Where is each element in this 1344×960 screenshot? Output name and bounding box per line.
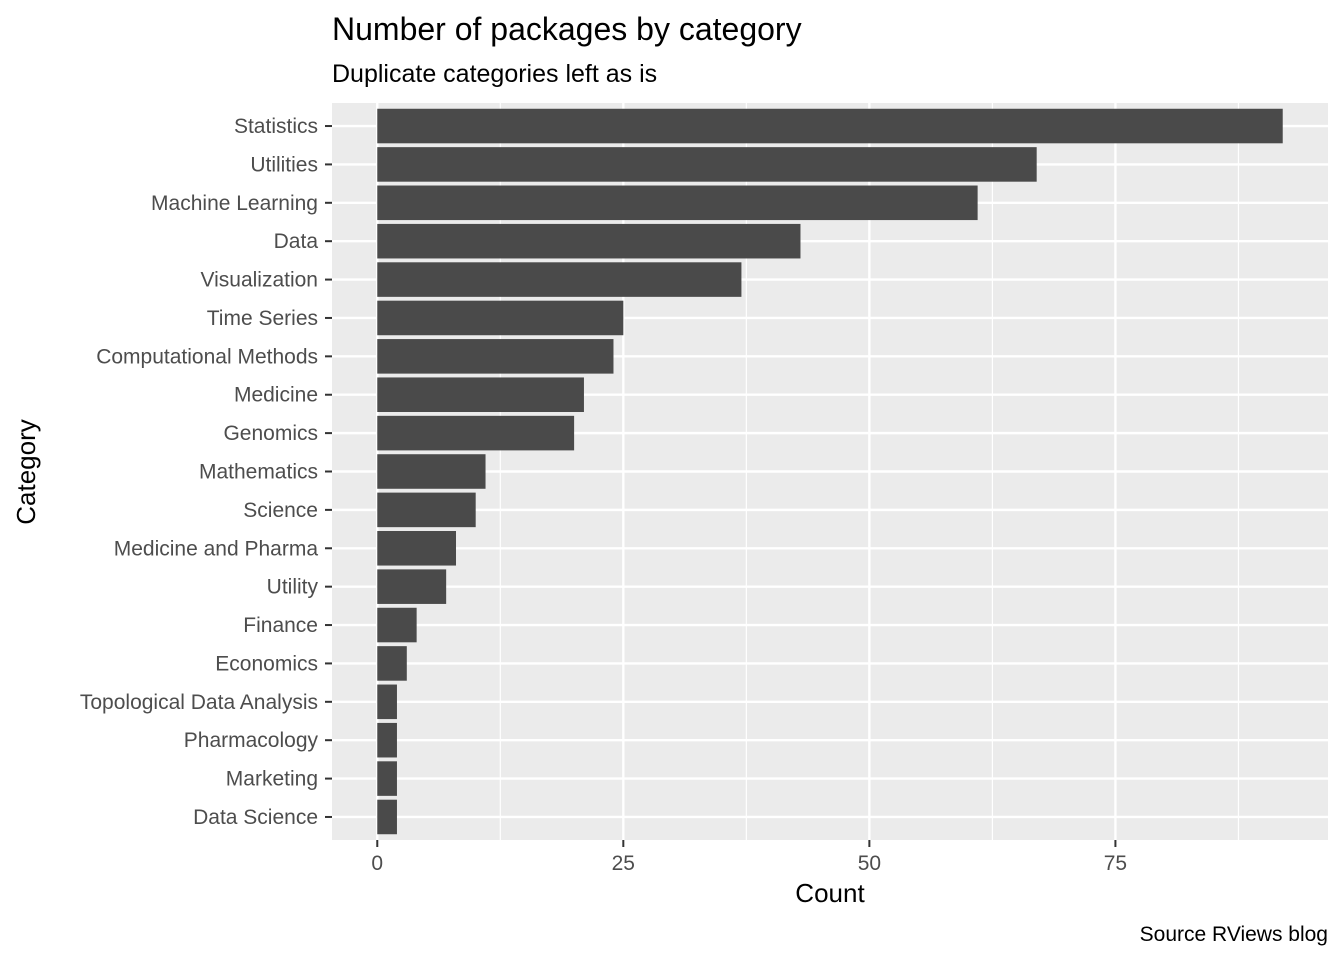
bar xyxy=(377,339,614,374)
y-tick-label: Medicine xyxy=(234,384,318,407)
chart-caption: Source RViews blog xyxy=(1140,923,1328,946)
y-tick-label: Genomics xyxy=(223,422,318,445)
y-tick-label: Visualization xyxy=(200,269,318,292)
bar xyxy=(377,147,1037,182)
bar xyxy=(377,454,486,489)
y-tick-label: Economics xyxy=(215,652,318,675)
bar xyxy=(377,607,417,643)
bar xyxy=(377,185,978,221)
y-tick-label: Topological Data Analysis xyxy=(80,691,318,714)
y-tick-label: Mathematics xyxy=(199,461,318,484)
y-axis: Statistics Utilities Machine Learning Data V… xyxy=(80,115,332,829)
bar xyxy=(377,761,397,796)
y-tick-label: Utility xyxy=(267,576,319,599)
bar xyxy=(377,300,624,336)
x-tick-label: 50 xyxy=(858,852,881,875)
y-tick-label: Time Series xyxy=(207,307,318,330)
bar xyxy=(377,108,1283,144)
y-tick-label: Utilities xyxy=(250,153,318,176)
bars xyxy=(377,108,1283,835)
y-tick-label: Data xyxy=(274,230,319,253)
y-tick-label: Computational Methods xyxy=(96,345,318,368)
x-tick-label: 75 xyxy=(1104,852,1127,875)
x-tick-label: 25 xyxy=(612,852,635,875)
x-tick-label: 0 xyxy=(371,852,383,875)
y-tick-label: Statistics xyxy=(234,115,318,138)
y-tick-label: Marketing xyxy=(226,768,318,791)
bar xyxy=(377,492,476,528)
bar xyxy=(377,799,397,835)
y-tick-label: Machine Learning xyxy=(151,192,318,215)
bar xyxy=(377,646,407,681)
bar xyxy=(377,223,801,259)
y-tick-label: Science xyxy=(243,499,318,522)
chart-title: Number of packages by category xyxy=(332,11,802,47)
y-tick-label: Data Science xyxy=(193,806,318,829)
bar xyxy=(377,262,742,297)
bar xyxy=(377,684,397,720)
x-axis-title: Count xyxy=(795,878,865,908)
x-axis: 0 25 50 75 xyxy=(371,840,1127,875)
y-tick-label: Pharmacology xyxy=(184,729,319,752)
bar xyxy=(377,722,397,758)
y-axis-title: Category xyxy=(11,419,41,525)
bar xyxy=(377,569,447,604)
chart-subtitle: Duplicate categories left as is xyxy=(332,60,657,88)
bar xyxy=(377,377,584,413)
bar xyxy=(377,530,457,566)
bar xyxy=(377,415,575,451)
y-tick-label: Finance xyxy=(243,614,318,637)
y-tick-label: Medicine and Pharma xyxy=(114,537,319,560)
